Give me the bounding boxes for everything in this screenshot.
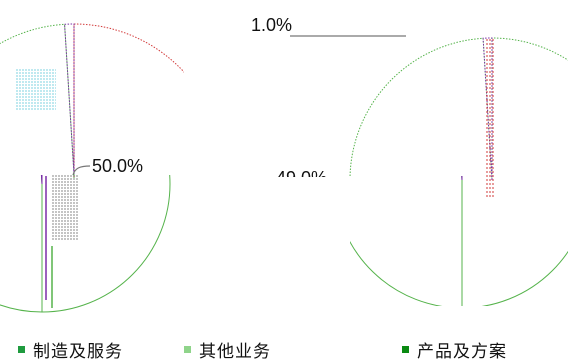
slice-manufacturing-3 [461,176,568,306]
pie-fragment-2 [349,37,568,180]
legend-item-manufacturing: 制造及服务 [18,338,123,362]
clip-band [250,177,400,197]
slice-other-2 [349,37,493,180]
value-label-products: 1.0% [251,15,292,35]
legend-swatch-products [402,345,409,353]
legend-label-other: 其他业务 [199,341,271,362]
pie-fragment-1 [0,175,171,313]
slice-products-0 [64,23,75,175]
leader-line-50pct [72,165,91,176]
pie-slices [0,23,568,313]
value-label-manufacturing: 50.0% [92,156,143,176]
slice-other-3 [350,176,463,306]
legend-swatch-other [184,345,191,353]
slice-products-2 [482,37,493,180]
legend-label-manufacturing: 制造及服务 [33,341,123,362]
slice-products-1 [40,175,43,185]
stripe-texture-gray [52,175,78,240]
slice-manufacturing-1 [41,175,171,313]
legend-swatch-manufacturing [18,345,25,353]
slice-products-3 [461,176,463,181]
legend-label-products: 产品及方案 [417,341,507,362]
legend-item-products: 产品及方案 [402,338,507,362]
slice-manufacturing-2 [491,37,568,180]
slice-other-1 [0,175,43,313]
pie-fragment-0 [0,23,184,178]
pie-fragment-3 [350,176,568,306]
legend-item-other: 其他业务 [184,338,271,362]
slice-other-0 [0,23,75,178]
stripe-texture-red [486,39,494,197]
legend: 制造及服务 其他业务 产品及方案 [0,334,568,362]
pie-value-labels: 1.0% 50.0% 49.0% [72,15,406,188]
stripe-texture-cyan [16,69,56,110]
pie-stripes [16,39,494,308]
